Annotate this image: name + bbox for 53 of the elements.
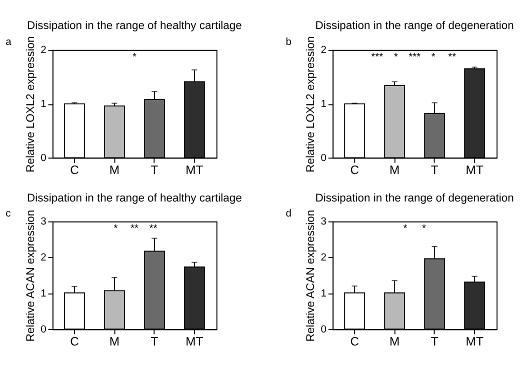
y-axis-title: Relative ACAN expression: [25, 210, 38, 342]
y-tick-label: 2: [40, 45, 47, 56]
annotation: *: [394, 52, 398, 64]
y-tick-label: 0: [320, 152, 327, 164]
chart-title: Dissipation in the range of degeneration: [315, 20, 514, 32]
y-tick-label: 1: [40, 288, 47, 300]
annotation: **: [149, 224, 158, 235]
y-tick-label: 3: [40, 216, 47, 228]
y-tick-label: 1: [320, 99, 327, 110]
annotation: **: [448, 52, 456, 64]
y-tick-label: 0: [40, 152, 47, 164]
y-axis-title: Relative ACAN expression: [305, 210, 318, 342]
y-axis-title: Relative LOXL2 expression: [25, 36, 38, 172]
x-tick-label: M: [109, 334, 120, 349]
y-tick-label: 2: [320, 252, 327, 264]
annotation: ***: [408, 52, 421, 64]
text: b: [286, 37, 292, 48]
x-tick-label: MT: [466, 334, 484, 349]
x-tick-label: M: [390, 334, 400, 349]
x-tick-label: C: [70, 334, 80, 349]
x-tick-label: M: [390, 163, 400, 178]
annotation: *: [114, 224, 118, 235]
x-tick-label: T: [430, 334, 439, 349]
x-tick-label: C: [70, 163, 80, 178]
annotation: ***: [371, 52, 384, 64]
x-tick-label: T: [150, 163, 159, 178]
chart-title: Dissipation in the range of healthy cartilage: [27, 192, 242, 205]
annotation: *: [431, 52, 436, 64]
x-tick-label: MT: [186, 334, 204, 349]
y-axis-title: Relative LOXL2 expression: [305, 36, 318, 172]
y-tick-label: 0: [320, 324, 327, 336]
x-tick-label: T: [430, 163, 439, 178]
x-tick-label: MT: [466, 163, 484, 178]
chart-title: Dissipation in the range of healthy cartilage: [27, 20, 242, 32]
y-tick-label: 1: [40, 99, 47, 110]
x-tick-label: C: [350, 334, 360, 349]
x-tick-label: C: [350, 163, 360, 178]
x-tick-label: T: [150, 334, 159, 349]
x-tick-label: M: [109, 163, 120, 178]
x-tick-label: MT: [186, 163, 204, 178]
y-tick-label: 3: [320, 216, 327, 228]
chart-title: Dissipation in the range of degeneration: [315, 192, 514, 205]
text: c: [6, 208, 11, 220]
y-tick-label: 0: [40, 324, 47, 336]
annotation: *: [422, 224, 426, 235]
text: d: [286, 208, 292, 220]
annotation: *: [132, 52, 136, 64]
y-tick-label: 1: [320, 288, 327, 300]
annotation: *: [403, 224, 408, 235]
y-tick-label: 2: [320, 45, 327, 56]
text: a: [6, 37, 12, 48]
annotation: **: [130, 224, 138, 235]
y-tick-label: 2: [40, 252, 47, 264]
